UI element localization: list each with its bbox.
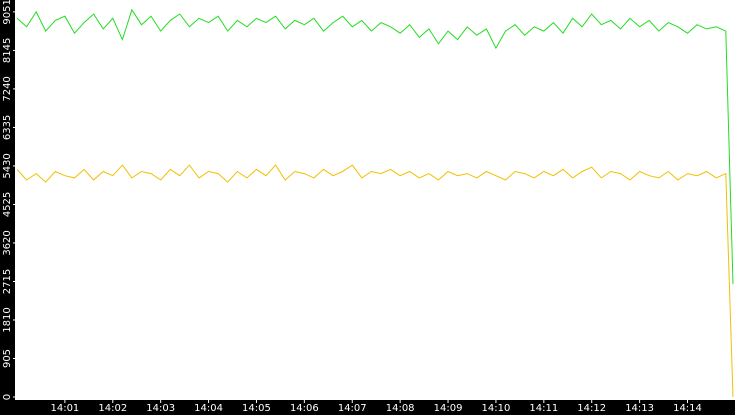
plot-area	[15, 0, 735, 400]
x-tick-label: 14:07	[338, 403, 367, 414]
y-tick-label: 0	[2, 394, 13, 400]
y-tick-label: 2715	[2, 269, 13, 294]
x-tick-label: 14:01	[50, 403, 79, 414]
x-tick-label: 14:08	[386, 403, 415, 414]
y-tick-label: 3620	[2, 230, 13, 255]
x-tick-label: 14:10	[482, 403, 511, 414]
x-tick-label: 14:14	[673, 403, 702, 414]
series-line	[16, 8, 734, 285]
y-tick-label: 5430	[2, 153, 13, 178]
y-tick-label: 905	[2, 349, 13, 368]
series-line	[16, 164, 734, 398]
y-tick-label: 1810	[2, 307, 13, 332]
x-tick-label: 14:13	[625, 403, 654, 414]
x-tick-label: 14:05	[242, 403, 271, 414]
x-tick-label: 14:03	[146, 403, 175, 414]
y-tick-label: 6335	[2, 115, 13, 140]
y-tick-label: 4525	[2, 192, 13, 217]
y-tick-label: 8145	[2, 38, 13, 63]
x-tick-label: 14:09	[434, 403, 463, 414]
x-tick-label: 14:02	[98, 403, 127, 414]
y-tick-label: 7240	[2, 76, 13, 101]
x-tick-label: 14:06	[290, 403, 319, 414]
x-tick-label: 14:11	[529, 403, 558, 414]
x-tick-label: 14:04	[194, 403, 223, 414]
y-tick-label: 9051	[2, 0, 13, 25]
x-tick-label: 14:12	[577, 403, 606, 414]
